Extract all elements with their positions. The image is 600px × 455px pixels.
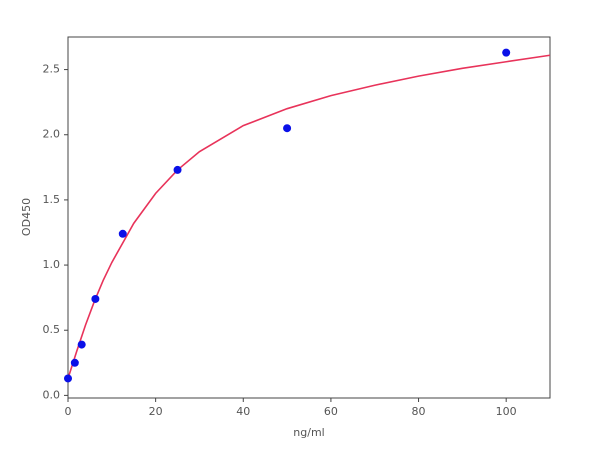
y-tick-label: 2.0 — [43, 128, 61, 141]
y-tick-label: 1.5 — [43, 193, 61, 206]
y-tick-label: 0.5 — [43, 323, 61, 336]
data-point — [173, 165, 182, 174]
x-tick-label: 40 — [236, 405, 250, 418]
y-tick-label: 2.5 — [43, 63, 61, 76]
data-point — [118, 229, 127, 238]
plot-frame — [67, 36, 551, 399]
data-point — [91, 294, 100, 303]
y-tick-label: 0.0 — [43, 388, 61, 401]
x-tick-label: 20 — [149, 405, 163, 418]
x-tick-label: 0 — [65, 405, 72, 418]
data-point — [77, 340, 86, 349]
data-point — [64, 374, 72, 383]
y-tick-label: 1.0 — [43, 258, 61, 271]
x-axis-label: ng/ml — [293, 426, 324, 439]
data-point — [502, 48, 511, 57]
x-tick-label: 60 — [324, 405, 338, 418]
data-point — [70, 358, 79, 367]
x-tick-label: 80 — [412, 405, 426, 418]
data-point — [283, 124, 292, 133]
x-tick-label: 100 — [496, 405, 517, 418]
fit-curve — [67, 54, 551, 379]
y-axis-label: OD450 — [20, 198, 33, 236]
